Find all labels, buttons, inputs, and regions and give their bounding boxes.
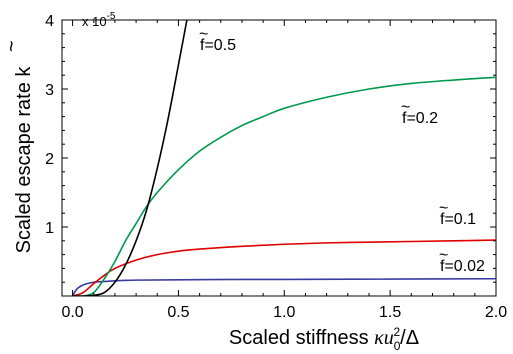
series-label-tilde: ~ <box>439 200 448 217</box>
x-tick-label: 1.5 <box>379 304 401 321</box>
x-tick-label: 0.0 <box>61 304 83 321</box>
y-axis-title: Scaled escape rate k ~ <box>1 40 35 253</box>
axes-layer: 0.0 0.5 1.0 1.5 2.0 1 2 3 4 <box>45 13 507 321</box>
x-tick-label: 0.5 <box>167 304 189 321</box>
labels-layer: f=0.5~f=0.2~f=0.1~f=0.02~ <box>199 26 485 275</box>
series-label: f=0.1 <box>440 211 476 228</box>
series-line <box>72 76 496 296</box>
y-tick-label: 4 <box>45 13 54 30</box>
x-tick-label: 1.0 <box>273 304 295 321</box>
y-tick-label: 2 <box>45 151 54 168</box>
series-label-tilde: ~ <box>199 26 208 43</box>
series-label: f=0.02 <box>440 258 485 275</box>
x-tick-label: 2.0 <box>485 304 507 321</box>
series-line <box>72 20 188 296</box>
series-label: f=0.5 <box>200 37 236 54</box>
plot-frame <box>61 19 497 297</box>
plot-area <box>61 19 497 297</box>
y-multiplier-exponent: -5 <box>107 11 116 22</box>
svg-text:Scaled escape rate k: Scaled escape rate k <box>13 66 35 254</box>
series-layer <box>71 20 496 296</box>
x-axis-title: Scaled stiffness κu02/Δ <box>229 325 419 353</box>
series-line <box>71 277 496 296</box>
y-tick-label: 1 <box>45 220 54 237</box>
y-title-tilde: ~ <box>1 40 23 52</box>
series-label: f=0.2 <box>402 110 438 127</box>
series-label-tilde: ~ <box>439 247 448 264</box>
y-tick-label: 3 <box>45 82 54 99</box>
series-line <box>72 239 496 296</box>
series-label-tilde: ~ <box>401 99 410 116</box>
y-multiplier: x 10-5 <box>82 11 116 29</box>
